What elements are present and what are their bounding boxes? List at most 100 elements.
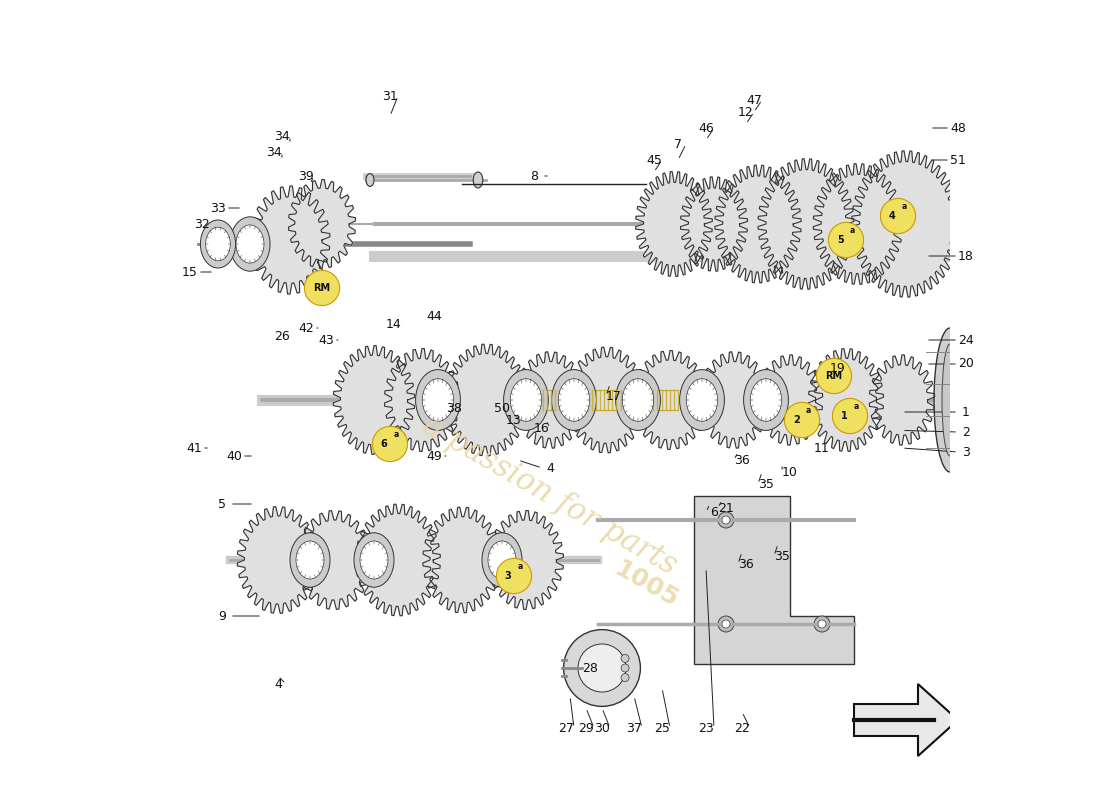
Ellipse shape xyxy=(422,378,453,422)
Text: 41: 41 xyxy=(186,442,202,454)
Text: 22: 22 xyxy=(734,722,750,734)
Polygon shape xyxy=(681,177,748,271)
Text: 16: 16 xyxy=(535,422,550,434)
Circle shape xyxy=(621,664,629,672)
Text: 17: 17 xyxy=(606,390,621,402)
Ellipse shape xyxy=(750,378,782,422)
Text: 27: 27 xyxy=(558,722,574,734)
Ellipse shape xyxy=(686,378,717,422)
Text: 4: 4 xyxy=(889,211,895,221)
Ellipse shape xyxy=(934,328,966,472)
Text: 18: 18 xyxy=(958,250,974,262)
Ellipse shape xyxy=(200,220,235,268)
Circle shape xyxy=(563,630,640,706)
Text: a: a xyxy=(393,430,398,439)
Circle shape xyxy=(718,512,734,528)
Text: 49: 49 xyxy=(426,450,442,462)
Text: 4: 4 xyxy=(546,462,554,474)
Text: 24: 24 xyxy=(958,334,974,346)
Text: 45: 45 xyxy=(646,154,662,166)
Ellipse shape xyxy=(236,225,264,263)
Text: 35: 35 xyxy=(774,550,790,562)
Text: 2: 2 xyxy=(962,426,970,438)
Polygon shape xyxy=(355,504,440,616)
Ellipse shape xyxy=(473,172,483,188)
Polygon shape xyxy=(297,510,372,610)
Ellipse shape xyxy=(230,217,270,271)
Polygon shape xyxy=(632,350,707,450)
Text: a: a xyxy=(901,202,906,211)
Text: 13: 13 xyxy=(506,414,521,426)
Polygon shape xyxy=(250,186,330,294)
Text: 12: 12 xyxy=(738,106,754,118)
Ellipse shape xyxy=(551,370,596,430)
Circle shape xyxy=(621,654,629,662)
Text: 34: 34 xyxy=(266,146,282,158)
Text: a: a xyxy=(805,406,811,415)
Ellipse shape xyxy=(366,174,374,186)
Polygon shape xyxy=(333,346,415,454)
Text: a passion for parts: a passion for parts xyxy=(417,410,683,582)
Polygon shape xyxy=(757,355,823,445)
Polygon shape xyxy=(288,179,355,269)
Ellipse shape xyxy=(206,227,230,261)
Text: 7: 7 xyxy=(674,138,682,150)
Ellipse shape xyxy=(942,344,958,456)
Ellipse shape xyxy=(616,370,660,430)
Polygon shape xyxy=(869,355,935,445)
Text: 11: 11 xyxy=(814,442,829,454)
Ellipse shape xyxy=(559,378,590,422)
Text: 10: 10 xyxy=(782,466,797,478)
Polygon shape xyxy=(694,496,854,664)
Polygon shape xyxy=(851,151,960,297)
Text: 23: 23 xyxy=(698,722,714,734)
Text: 1: 1 xyxy=(840,411,848,421)
Text: 25: 25 xyxy=(654,722,670,734)
Circle shape xyxy=(722,516,730,524)
Text: 5: 5 xyxy=(837,235,844,245)
Polygon shape xyxy=(758,158,854,290)
Polygon shape xyxy=(385,349,460,451)
Circle shape xyxy=(880,198,915,234)
Polygon shape xyxy=(715,165,801,283)
Text: 30: 30 xyxy=(594,722,609,734)
Ellipse shape xyxy=(680,370,725,430)
Text: 39: 39 xyxy=(298,170,314,182)
Polygon shape xyxy=(808,349,883,451)
Circle shape xyxy=(578,644,626,692)
Polygon shape xyxy=(422,507,502,613)
Ellipse shape xyxy=(744,370,789,430)
Text: 20: 20 xyxy=(958,358,974,370)
Text: 1: 1 xyxy=(962,406,970,418)
Text: 51: 51 xyxy=(950,154,966,166)
Polygon shape xyxy=(443,344,528,456)
Ellipse shape xyxy=(510,378,541,422)
Text: 38: 38 xyxy=(447,402,462,414)
Circle shape xyxy=(373,426,408,462)
Text: 50: 50 xyxy=(494,402,510,414)
Text: 37: 37 xyxy=(626,722,642,734)
Text: 32: 32 xyxy=(194,218,210,230)
Polygon shape xyxy=(488,510,563,610)
Text: 36: 36 xyxy=(738,558,754,570)
Text: 1005: 1005 xyxy=(609,556,682,612)
Text: 46: 46 xyxy=(698,122,714,134)
Text: a: a xyxy=(849,226,855,235)
Text: 29: 29 xyxy=(579,722,594,734)
Text: 8: 8 xyxy=(530,170,538,182)
Polygon shape xyxy=(515,352,585,448)
Circle shape xyxy=(833,398,868,434)
Circle shape xyxy=(828,222,864,258)
Text: 9: 9 xyxy=(218,610,226,622)
Text: 47: 47 xyxy=(746,94,762,106)
Ellipse shape xyxy=(354,533,394,587)
Text: 19: 19 xyxy=(830,362,846,374)
Text: 33: 33 xyxy=(210,202,225,214)
Text: 14: 14 xyxy=(386,318,402,330)
Text: RM: RM xyxy=(825,371,843,381)
Text: 36: 36 xyxy=(734,454,750,466)
Text: 31: 31 xyxy=(382,90,398,102)
Text: 4: 4 xyxy=(274,678,282,690)
Circle shape xyxy=(818,620,826,628)
Text: 48: 48 xyxy=(950,122,966,134)
